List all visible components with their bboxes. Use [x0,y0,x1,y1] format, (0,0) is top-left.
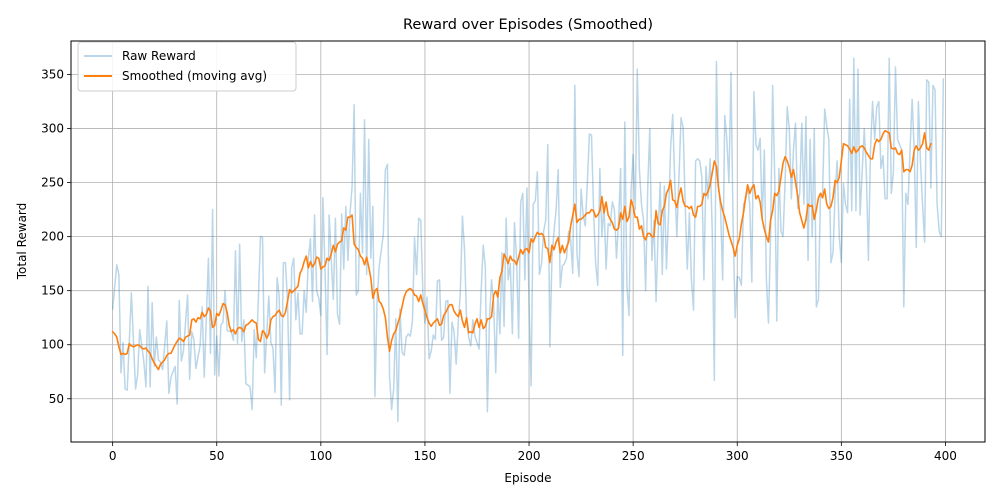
legend: Raw Reward Smoothed (moving avg) [77,41,297,92]
chart-title: Reward over Episodes (Smoothed) [403,17,653,33]
plot-area [71,41,985,442]
y-tick-label-350: 350 [41,68,64,82]
x-tick-label-350: 350 [830,449,853,463]
y-tick-label-200: 200 [41,230,64,244]
y-tick-label-250: 250 [41,176,64,190]
x-tick-label-150: 150 [413,449,436,463]
x-tick-label-400: 400 [934,449,957,463]
y-axis: 50 100 150 200 250 300 350 [41,68,71,406]
y-tick-label-150: 150 [41,284,64,298]
legend-label-smoothed: Smoothed (moving avg) [122,69,267,83]
x-tick-label-100: 100 [309,449,332,463]
legend-box [77,41,297,92]
series-layer [111,57,945,423]
x-tick-label-0: 0 [109,449,117,463]
y-axis-label: Total Reward [15,203,29,281]
y-tick-label-300: 300 [41,122,64,136]
x-axis: 0 50 100 150 200 250 300 350 400 [109,442,957,463]
grid [71,41,985,442]
series-line-smoothed [111,129,932,371]
series-line-raw-reward [111,57,945,423]
x-tick-label-50: 50 [209,449,224,463]
x-tick-label-200: 200 [518,449,541,463]
x-tick-label-250: 250 [622,449,645,463]
x-axis-label: Episode [504,471,551,485]
y-tick-label-50: 50 [49,392,64,406]
plot-frame [70,40,986,443]
x-tick-label-300: 300 [726,449,749,463]
legend-label-raw-reward: Raw Reward [122,49,196,63]
y-tick-label-100: 100 [41,338,64,352]
